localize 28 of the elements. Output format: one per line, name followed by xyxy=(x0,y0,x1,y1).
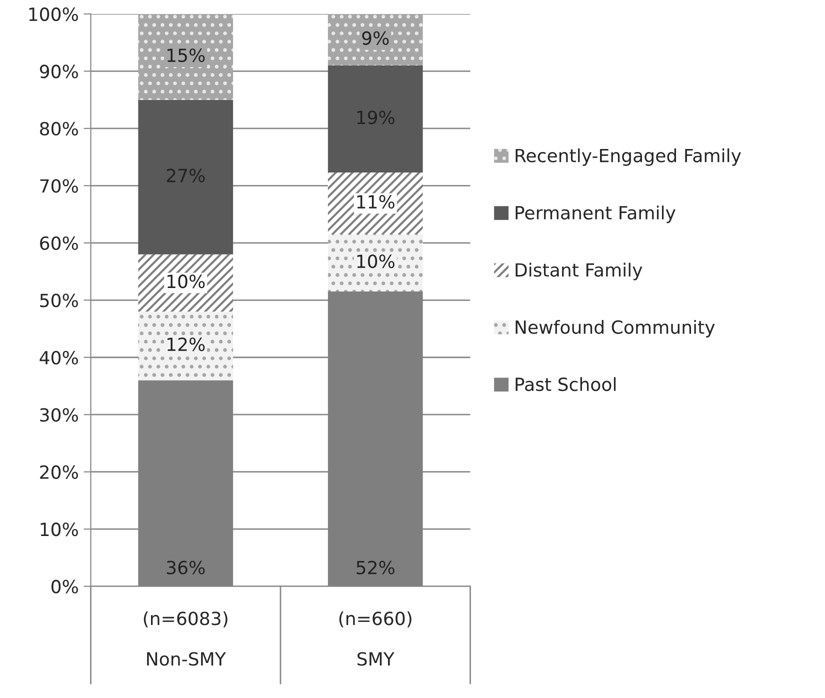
y-tick-label: 70% xyxy=(40,179,78,193)
y-tick-label: 40% xyxy=(40,350,78,364)
legend-label: Newfound Community xyxy=(516,320,715,338)
data-label: 10% xyxy=(357,254,394,268)
legend-label: Permanent Family xyxy=(516,206,676,224)
y-tick-label: 10% xyxy=(40,522,78,536)
y-tick-label: 100% xyxy=(29,7,78,22)
y-tick-label: 50% xyxy=(40,294,78,308)
category-label: (n=6083) Non-SMY xyxy=(144,611,228,666)
y-tick-label: 30% xyxy=(40,408,78,422)
y-tick-label: 90% xyxy=(40,64,78,78)
data-label: 52% xyxy=(356,560,394,574)
y-tick-label: 60% xyxy=(40,236,78,250)
data-label: 19% xyxy=(357,110,394,124)
data-label: 36% xyxy=(166,560,205,574)
data-label: 12% xyxy=(168,338,205,352)
y-tick-label: 80% xyxy=(40,122,78,136)
data-label: 10% xyxy=(168,274,205,288)
data-label: 9% xyxy=(362,31,389,45)
legend-label: Recently-Engaged Family xyxy=(516,148,741,166)
data-label: 11% xyxy=(357,194,394,209)
data-label: 27% xyxy=(166,168,205,182)
category-label: (n=660) SMY xyxy=(339,611,412,666)
y-tick-label: 20% xyxy=(40,465,78,479)
legend-label: Past School xyxy=(516,377,616,392)
data-label: 15% xyxy=(168,48,205,62)
legend-label: Distant Family xyxy=(516,262,642,280)
y-tick-label: 0% xyxy=(51,580,78,594)
